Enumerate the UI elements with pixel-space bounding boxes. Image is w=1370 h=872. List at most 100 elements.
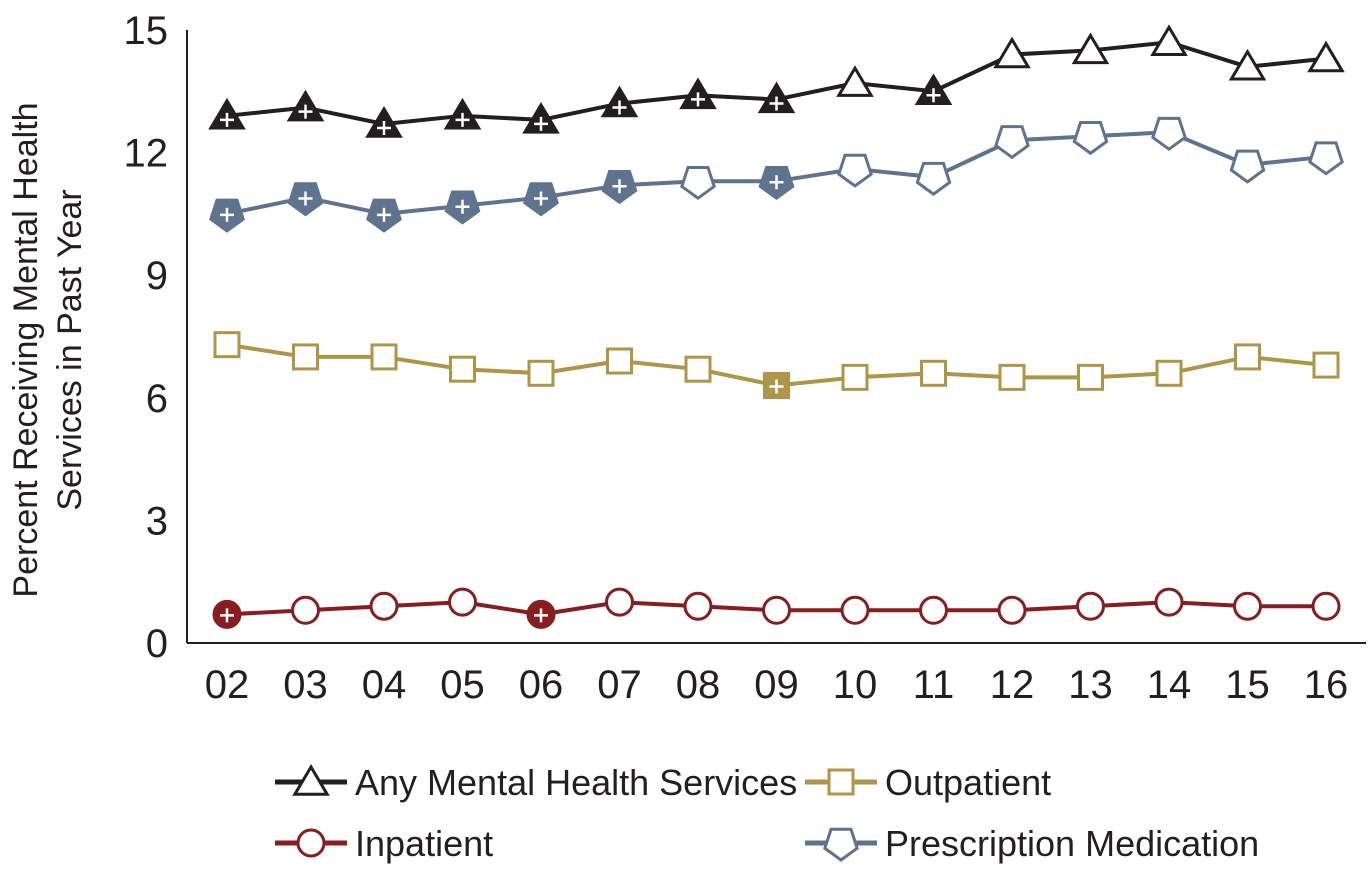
data-point (366, 198, 402, 233)
data-point (679, 77, 717, 110)
triangle-marker (836, 65, 874, 97)
data-point (605, 587, 634, 617)
data-point (365, 106, 403, 138)
x-tick-label: 04 (362, 663, 407, 707)
data-point (600, 85, 639, 118)
data-point (527, 359, 555, 387)
x-tick-label: 15 (1225, 663, 1270, 707)
data-point (1071, 32, 1110, 65)
significance-plus-icon (377, 207, 391, 222)
data-point (914, 73, 953, 105)
data-point (1307, 40, 1345, 73)
data-point (920, 359, 947, 387)
data-point (841, 363, 869, 391)
y-axis-title-line-1: Percent Receiving Mental Health (7, 102, 45, 597)
circle-marker (448, 587, 477, 617)
data-point (1077, 363, 1104, 391)
legend-item: Any Mental Health Services (275, 762, 797, 803)
data-point (1308, 141, 1344, 176)
series-pentagon (209, 116, 1344, 233)
data-point (213, 331, 241, 359)
significance-plus-icon (769, 379, 784, 394)
significance-plus-icon (220, 608, 234, 623)
data-point (448, 587, 477, 617)
square-marker (449, 355, 476, 383)
significance-plus-icon (612, 100, 627, 115)
data-point (208, 97, 246, 130)
significance-plus-icon (455, 112, 470, 127)
square-marker (920, 359, 947, 387)
data-point (915, 161, 952, 196)
square-marker (998, 363, 1026, 391)
data-point (1150, 24, 1188, 56)
x-tick-label: 12 (990, 663, 1035, 707)
significance-plus-icon (769, 175, 784, 190)
circle-marker (840, 595, 870, 625)
series-square (213, 331, 1340, 400)
pentagon-marker (1308, 141, 1344, 176)
significance-plus-icon (534, 191, 548, 206)
x-tick-label: 13 (1068, 663, 1113, 707)
square-marker (684, 355, 712, 383)
axes (186, 30, 1366, 644)
circle-marker (997, 595, 1027, 625)
square-marker (370, 343, 398, 371)
data-point (526, 599, 556, 629)
data-point (758, 165, 795, 201)
circle-marker (369, 591, 399, 621)
y-tick-label: 6 (146, 377, 168, 421)
circle-marker (762, 595, 791, 625)
significance-plus-icon (769, 96, 784, 111)
x-tick-label: 09 (754, 663, 799, 707)
square-marker (1234, 343, 1261, 371)
data-point (993, 36, 1031, 69)
data-point (1228, 48, 1267, 81)
significance-plus-icon (298, 191, 313, 206)
data-point (443, 97, 482, 130)
data-point (683, 591, 713, 621)
legend: Any Mental Health Services Outpatient Inpa… (275, 762, 1259, 864)
data-point (1151, 116, 1187, 152)
data-point (1076, 591, 1105, 621)
significance-plus-icon (220, 112, 234, 127)
legend-label: Any Mental Health Services (355, 762, 797, 803)
y-tick-label: 9 (146, 254, 168, 298)
data-point (370, 343, 398, 371)
data-point (1311, 591, 1341, 621)
x-tick-label: 02 (205, 663, 250, 707)
significance-plus-icon (455, 199, 470, 214)
legend-label: Inpatient (355, 823, 493, 864)
triangle-marker (1071, 32, 1110, 65)
x-tick-label: 07 (597, 663, 642, 707)
x-tick-label: 16 (1304, 663, 1349, 707)
significance-plus-icon (534, 608, 548, 623)
data-point (1154, 587, 1184, 617)
data-point (994, 125, 1030, 160)
square-marker (606, 347, 633, 375)
x-tick-label: 11 (913, 663, 955, 707)
data-point (209, 198, 245, 233)
significance-plus-icon (534, 116, 548, 131)
x-tick-label: 05 (440, 663, 485, 707)
data-point (684, 355, 712, 383)
data-point (287, 182, 324, 217)
pentagon-marker (1072, 121, 1109, 156)
circle-marker (1076, 591, 1105, 621)
data-point (1234, 343, 1261, 371)
y-tick-label: 15 (124, 9, 169, 53)
data-point (601, 170, 638, 205)
y-tick-label: 12 (124, 132, 169, 176)
square-marker (527, 359, 555, 387)
significance-plus-icon (377, 120, 391, 135)
circle-marker (1311, 591, 1341, 621)
data-point (1155, 359, 1183, 387)
significance-plus-icon (298, 104, 313, 119)
legend-pentagon-icon (823, 827, 859, 862)
square-marker (292, 343, 319, 371)
data-point (1072, 121, 1109, 156)
legend-label: Prescription Medication (885, 823, 1259, 864)
data-point (522, 101, 560, 134)
y-tick-labels: 0 3 6 9 12 15 (124, 9, 169, 666)
data-point (762, 595, 791, 625)
